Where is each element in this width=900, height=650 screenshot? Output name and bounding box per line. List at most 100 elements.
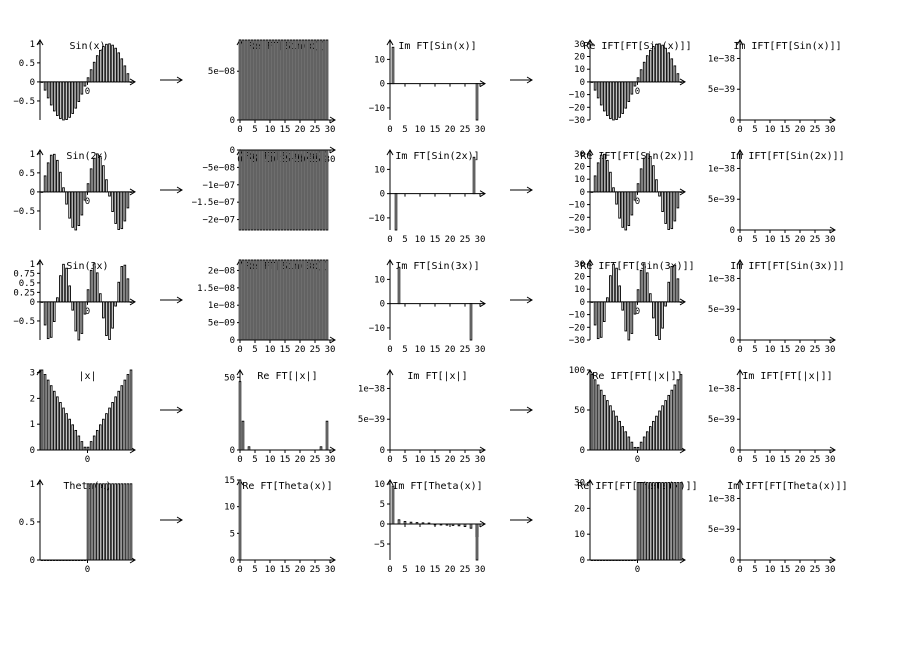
signal-bar (590, 374, 594, 451)
signal-bar (612, 559, 615, 561)
signal-bar (52, 559, 56, 561)
y-tick-label: 0 (30, 188, 35, 198)
x-tick-label: 30 (825, 455, 836, 465)
x-tick-label: 0 (237, 565, 242, 575)
coef-bar (238, 259, 242, 341)
y-tick-label: 0 (230, 146, 235, 156)
signal-bar (71, 81, 74, 114)
x-axis-arrow (829, 226, 836, 234)
signal-bar (664, 47, 667, 83)
coef-bar (268, 259, 272, 341)
y-tick-label: −10 (569, 311, 585, 321)
coef-bar (397, 266, 401, 305)
coef-bar (325, 149, 329, 231)
panel: Theta(x)10.500 (19, 479, 136, 575)
signal-bar (673, 65, 677, 83)
signal-bar (593, 301, 597, 326)
coef-bar (310, 39, 314, 121)
x-tick-label: 30 (325, 455, 336, 465)
x-tick-label: 10 (415, 565, 426, 575)
signal-bar (667, 281, 671, 303)
panel: Im FT[Sin(2x)]100−100 5 10 15 20 25 30 (369, 149, 486, 245)
signal-bar (609, 275, 612, 303)
signal-bar (123, 483, 127, 561)
signal-bar (661, 482, 664, 561)
y-tick-label: 5e−39 (708, 85, 735, 95)
signal-bar (56, 297, 59, 303)
transform-arrow-head (176, 516, 183, 524)
coef-bar (244, 259, 248, 341)
coef-bar (289, 259, 293, 341)
coef-bar (271, 259, 275, 341)
signal-bar (105, 43, 108, 83)
signal-bar (624, 81, 628, 109)
panel-title: Re IFT[FT[Sin(x)]] (583, 41, 691, 52)
x-tick-label: 0 (635, 565, 640, 575)
signal-bar (105, 413, 108, 451)
coef-bar (391, 485, 395, 525)
coef-bar (283, 149, 287, 231)
x-axis-arrow (329, 336, 336, 344)
signal-bar (636, 183, 640, 193)
x-tick-label: 15 (430, 345, 441, 355)
y-axis-arrow (736, 149, 744, 156)
y-tick-label: −10 (569, 91, 585, 101)
signal-bar (599, 559, 603, 561)
coef-bar (421, 522, 425, 525)
x-tick-label: 30 (825, 345, 836, 355)
transform-arrow-head (176, 296, 183, 304)
x-tick-label: 15 (280, 565, 291, 575)
coef-bar (403, 521, 407, 525)
signal-bar (52, 153, 56, 193)
y-tick-label: 10 (574, 530, 585, 540)
signal-bar (606, 400, 609, 451)
signal-bar (670, 389, 674, 451)
x-tick-label: 20 (295, 565, 306, 575)
transform-arrow-head (526, 296, 533, 304)
coef-bar (325, 420, 329, 451)
y-tick-label: 10 (374, 165, 385, 175)
signal-bar (627, 301, 631, 341)
x-tick-label: 25 (810, 565, 821, 575)
x-axis-arrow (829, 116, 836, 124)
signal-bar (95, 272, 99, 303)
x-tick-label: 30 (475, 345, 486, 355)
signal-bar (62, 407, 65, 451)
panel: Re IFT[FT[Sin(2x)]]30 20 10 0 −10 −20 −30 0 (569, 149, 695, 236)
signal-bar (624, 559, 628, 561)
signal-bar (590, 301, 594, 303)
x-tick-label: 5 (252, 125, 257, 135)
coef-bar (298, 39, 302, 121)
signal-bar (99, 49, 102, 83)
x-tick-label: 20 (795, 235, 806, 245)
y-tick-label: −0.5 (13, 97, 35, 107)
signal-bar (645, 153, 649, 193)
signal-bar (661, 44, 664, 83)
y-tick-label: 0 (380, 446, 385, 456)
x-tick-label: 15 (430, 455, 441, 465)
coef-bar (274, 149, 278, 231)
x-tick-label: 10 (415, 125, 426, 135)
coef-bar (256, 39, 260, 121)
x-tick-label: 20 (445, 455, 456, 465)
y-axis-arrow (386, 369, 394, 376)
coef-bar (277, 149, 281, 231)
signal-bar (62, 81, 65, 121)
signal-bar (49, 154, 53, 193)
coef-bar (298, 259, 302, 341)
transform-arrow-head (176, 406, 183, 414)
signal-bar (596, 162, 600, 193)
y-axis-arrow (586, 479, 594, 486)
signal-bar (609, 559, 612, 561)
signal-bar (602, 153, 606, 193)
signal-bar (74, 559, 78, 561)
signal-bar (83, 301, 87, 315)
signal-bar (117, 52, 121, 83)
signal-bar (649, 156, 652, 193)
signal-bar (645, 55, 649, 83)
y-tick-label: 0 (380, 300, 385, 310)
x-tick-label: 25 (460, 235, 471, 245)
x-axis-arrow (479, 300, 486, 308)
coef-bar (304, 39, 308, 121)
